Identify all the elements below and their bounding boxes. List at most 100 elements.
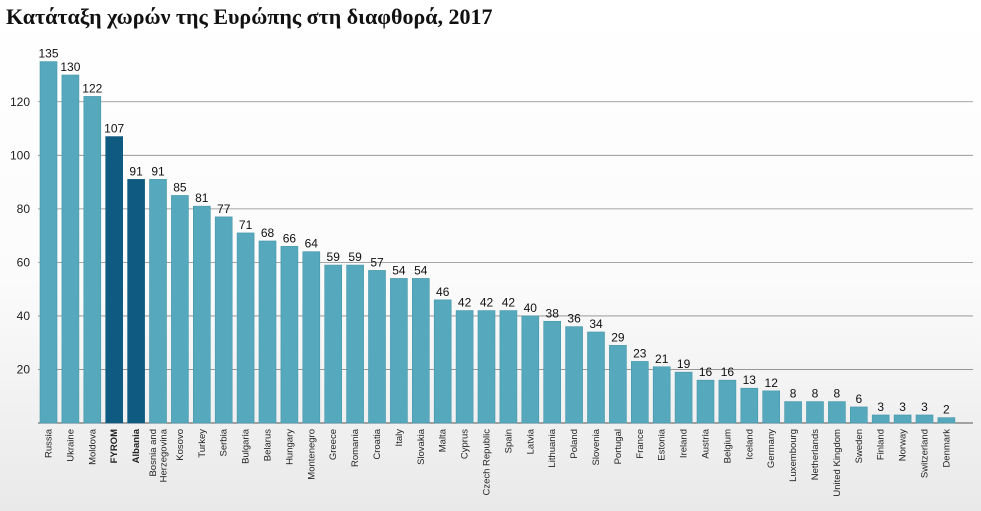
data-label: 68 — [261, 226, 275, 240]
data-label: 91 — [129, 164, 143, 178]
x-tick-label: Bulgaria — [241, 428, 252, 464]
data-label: 16 — [721, 365, 735, 379]
x-tick-label: Ukraine — [65, 429, 76, 462]
y-tick-label: 20 — [17, 362, 31, 376]
x-tick-label: Netherlands — [810, 429, 821, 480]
x-tick-label: Belarus — [263, 429, 274, 461]
x-tick-label: Iceland — [744, 429, 755, 460]
bar — [543, 320, 562, 424]
data-label: 57 — [370, 255, 384, 269]
x-tick-label: Serbia — [219, 428, 230, 456]
x-tick-label: Estonia — [657, 428, 668, 460]
bar — [718, 379, 737, 424]
data-label: 8 — [790, 387, 797, 401]
x-tick-label: Poland — [569, 429, 580, 459]
data-label: 42 — [502, 296, 516, 310]
bar — [433, 299, 452, 424]
data-label: 23 — [633, 346, 647, 360]
x-tick-label: Czech Republic — [482, 429, 493, 496]
x-tick-label: Luxembourg — [788, 429, 799, 482]
y-tick-label: 60 — [17, 255, 31, 269]
bar — [258, 240, 277, 424]
bar — [105, 136, 123, 424]
data-label: 21 — [655, 352, 669, 366]
bar — [565, 326, 583, 424]
x-tick-label: Germany — [766, 429, 777, 468]
data-label: 38 — [546, 306, 560, 320]
bar — [127, 179, 145, 424]
bar — [630, 361, 649, 424]
data-label: 8 — [812, 387, 819, 401]
bar — [849, 406, 868, 424]
x-tick-label: Slovakia — [416, 428, 427, 465]
data-label: 42 — [480, 296, 494, 310]
bar — [871, 414, 890, 424]
x-tick-label: Romania — [350, 428, 361, 467]
data-label: 40 — [524, 301, 538, 315]
chart-title: Κατάταξη χωρών της Ευρώπης στη διαφθορά,… — [6, 4, 493, 29]
x-tick-label: Russia — [44, 428, 55, 458]
bar — [587, 331, 605, 424]
x-tick-label: Croatia — [372, 428, 383, 459]
data-label: 6 — [855, 392, 862, 406]
x-tick-label: Greece — [328, 429, 339, 460]
data-label: 130 — [60, 60, 80, 74]
bar — [411, 278, 430, 424]
y-tick-label: 100 — [10, 148, 30, 162]
bar — [609, 345, 627, 424]
data-label: 77 — [217, 202, 231, 216]
bar — [280, 246, 299, 424]
y-tick-label: 120 — [10, 95, 30, 109]
data-label: 42 — [458, 296, 472, 310]
data-label: 71 — [239, 218, 253, 232]
x-tick-label: Switzerland — [920, 429, 931, 478]
x-tick-label: Denmark — [941, 429, 952, 468]
data-label: 85 — [173, 180, 187, 194]
x-tick-label: Sweden — [854, 429, 865, 463]
data-label: 59 — [348, 250, 362, 264]
x-tick-label: Albania — [131, 428, 142, 463]
data-label: 36 — [567, 312, 581, 326]
bar — [390, 278, 408, 424]
x-tick-label: United Kingdom — [832, 429, 843, 497]
data-label: 81 — [195, 191, 209, 205]
data-label: 64 — [305, 237, 319, 251]
data-label: 12 — [765, 376, 779, 390]
data-label: 3 — [899, 400, 906, 414]
data-label: 3 — [877, 400, 884, 414]
x-tick-label: Slovenia — [591, 428, 602, 465]
x-tick-label: Cyprus — [460, 429, 471, 459]
data-label: 135 — [38, 47, 58, 61]
data-label: 13 — [743, 373, 757, 387]
x-tick-label: Turkey — [197, 429, 208, 458]
bar — [368, 270, 386, 424]
x-tick-label: Finland — [876, 429, 887, 460]
bar — [477, 310, 496, 424]
bar — [762, 390, 781, 424]
bar — [61, 74, 80, 424]
data-label: 122 — [82, 81, 102, 95]
bar — [499, 310, 518, 424]
bar — [324, 264, 343, 424]
bar — [171, 195, 189, 424]
x-tick-label: Portugal — [613, 429, 624, 464]
bar — [915, 414, 934, 424]
y-tick-label: 80 — [17, 202, 31, 216]
bar — [521, 315, 540, 424]
x-tick-label: Austria — [701, 428, 712, 458]
x-tick-label: Norway — [898, 429, 909, 461]
data-label: 54 — [414, 263, 428, 277]
bar — [740, 387, 759, 424]
x-tick-label: Montenegro — [306, 429, 317, 480]
bar — [784, 401, 802, 424]
data-label: 8 — [834, 387, 841, 401]
bar — [83, 96, 102, 424]
bar — [455, 310, 474, 424]
x-tick-label: Spain — [503, 429, 514, 453]
x-tick-label: France — [635, 429, 646, 459]
bar — [674, 371, 693, 424]
bar — [214, 216, 233, 424]
bar — [937, 417, 956, 424]
x-tick-label: FYROM — [109, 429, 120, 463]
